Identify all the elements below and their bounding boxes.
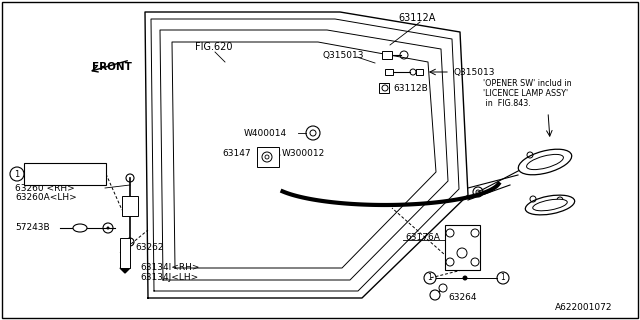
Bar [122, 196, 138, 216]
Text: 'LICENCE LAMP ASSY': 'LICENCE LAMP ASSY' [483, 89, 568, 98]
Bar [24, 163, 106, 185]
Text: 63112B: 63112B [393, 84, 428, 92]
Ellipse shape [532, 199, 567, 211]
Text: W400014: W400014 [244, 129, 287, 138]
Text: 63134J<LH>: 63134J<LH> [140, 273, 198, 282]
Text: 63112A: 63112A [398, 13, 435, 23]
Bar [382, 51, 392, 59]
Text: 1: 1 [14, 170, 20, 179]
Text: 1: 1 [500, 274, 506, 283]
Polygon shape [120, 268, 130, 273]
Ellipse shape [73, 224, 87, 232]
Circle shape [106, 227, 109, 229]
Text: 63134I<RH>: 63134I<RH> [140, 263, 200, 273]
Text: FIG.620: FIG.620 [195, 42, 232, 52]
Ellipse shape [525, 195, 575, 215]
Text: 57243B: 57243B [15, 223, 50, 233]
Text: FRONT: FRONT [92, 62, 132, 72]
Bar [120, 238, 130, 268]
Text: 63260 <RH>: 63260 <RH> [15, 183, 75, 193]
Text: 63147: 63147 [222, 148, 251, 157]
Text: W300012: W300012 [282, 148, 325, 157]
Text: 0104S    (0904-): 0104S (0904-) [26, 174, 90, 183]
Text: 1: 1 [428, 274, 433, 283]
Text: Q315013: Q315013 [453, 68, 495, 76]
Bar [416, 69, 423, 75]
Text: 'OPENER SW' includ in: 'OPENER SW' includ in [483, 78, 572, 87]
Ellipse shape [518, 149, 572, 175]
Circle shape [463, 276, 467, 281]
Text: A622001072: A622001072 [555, 303, 612, 313]
Text: 63260A<LH>: 63260A<LH> [15, 193, 77, 202]
Text: in  FIG.843.: in FIG.843. [483, 99, 531, 108]
Bar [445, 225, 480, 270]
Text: 63176A: 63176A [405, 233, 440, 242]
Text: M000269(-0904): M000269(-0904) [26, 164, 92, 173]
Text: 63262: 63262 [135, 244, 163, 252]
Text: Q315013: Q315013 [322, 51, 364, 60]
Ellipse shape [527, 154, 563, 170]
Bar [379, 83, 389, 93]
Bar [385, 69, 393, 75]
Bar [257, 147, 279, 167]
Text: 63264: 63264 [448, 292, 477, 301]
